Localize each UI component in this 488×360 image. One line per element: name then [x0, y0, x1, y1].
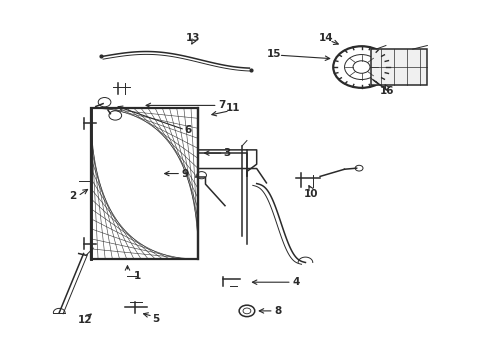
Text: 12: 12	[77, 315, 92, 325]
Text: 10: 10	[304, 189, 318, 199]
Text: 13: 13	[185, 33, 200, 43]
Text: 4: 4	[292, 277, 300, 287]
Text: 7: 7	[218, 100, 225, 111]
Bar	[370, 49, 427, 85]
Text: 9: 9	[181, 168, 188, 179]
Text: 3: 3	[224, 148, 231, 158]
Text: 6: 6	[184, 125, 192, 135]
Text: 1: 1	[133, 271, 141, 281]
Text: 8: 8	[273, 306, 281, 316]
Bar	[91, 108, 198, 259]
Text: 2: 2	[69, 191, 76, 201]
Text: 5: 5	[152, 314, 159, 324]
Text: 16: 16	[379, 86, 394, 96]
Text: 11: 11	[225, 103, 240, 113]
Text: 14: 14	[319, 33, 333, 42]
Text: 15: 15	[266, 49, 281, 59]
